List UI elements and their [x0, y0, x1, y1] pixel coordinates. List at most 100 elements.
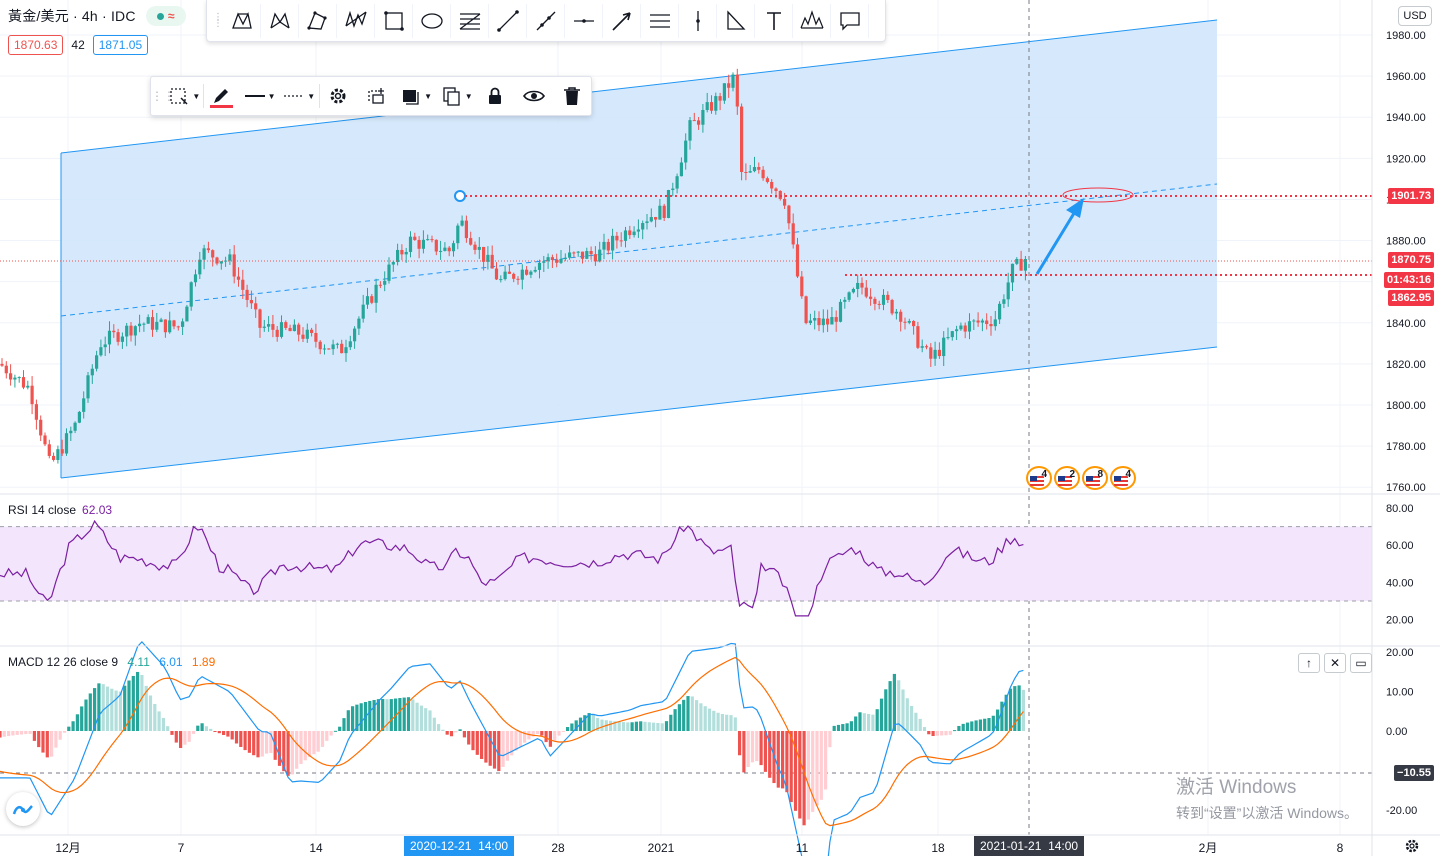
candle-body: [688, 120, 692, 141]
macd-histogram-bar: [656, 722, 660, 731]
line-dash-icon[interactable]: ▼: [284, 91, 316, 101]
candle-body: [95, 355, 99, 369]
crosshair-macd-tag: −10.55: [1394, 765, 1434, 781]
macd-histogram-bar: [320, 731, 325, 747]
lock-icon[interactable]: [476, 76, 514, 116]
candle-body: [778, 190, 782, 199]
settings-icon[interactable]: [320, 76, 358, 116]
last-price-tag: 1870.75: [1388, 252, 1434, 268]
maximize-pane-button[interactable]: ▭: [1350, 653, 1372, 673]
move-pane-up-button[interactable]: ↑: [1298, 653, 1320, 673]
us-flag-icon[interactable]: 2: [1054, 466, 1080, 490]
price-axis-label: 1880.00: [1386, 236, 1426, 248]
trash-icon[interactable]: [553, 76, 591, 116]
macd-histogram-bar: [867, 713, 871, 731]
candle-body: [589, 250, 593, 255]
drag-handle-icon[interactable]: ⋮⋮: [151, 89, 175, 103]
rsi-title: RSI 14 close: [8, 503, 77, 517]
candle-body: [142, 323, 146, 325]
candle-body: [163, 319, 167, 333]
candle-body: [989, 324, 993, 327]
time-axis-label: 8: [1337, 841, 1344, 855]
xabcd-pattern-icon[interactable]: [223, 3, 261, 38]
macd-histogram-bar: [1000, 701, 1004, 731]
economic-events: 4 2 8 4: [1026, 466, 1136, 490]
clone-icon[interactable]: [357, 76, 395, 116]
parallel-channel[interactable]: [60, 19, 1218, 479]
head-shoulders-icon[interactable]: [793, 3, 831, 38]
layers-icon[interactable]: ▼: [395, 76, 437, 116]
rectangle-icon[interactable]: [375, 3, 413, 38]
horizontal-line-icon[interactable]: [565, 3, 603, 38]
macd-histogram-bar: [480, 731, 484, 759]
macd-histogram-bar: [901, 689, 905, 731]
chart-settings-icon[interactable]: [1404, 838, 1420, 854]
candle-body: [520, 269, 524, 280]
macd-histogram-bar: [879, 698, 884, 731]
drawing-annotations[interactable]: [0, 0, 1372, 835]
select-icon[interactable]: ▼: [165, 76, 203, 116]
vertical-line-icon[interactable]: [679, 3, 717, 38]
macd-histogram-bar: [140, 674, 144, 731]
drag-handle-icon[interactable]: ⋮⋮: [213, 11, 223, 29]
sell-price-button[interactable]: 1870.63: [8, 35, 64, 55]
ellipse-icon[interactable]: [413, 3, 451, 38]
macd-legend[interactable]: MACD 12 26 close 9 4.11 6.01 1.89: [8, 655, 215, 669]
us-flag-icon[interactable]: 4: [1110, 466, 1136, 490]
macd-signal-line: [0, 656, 1024, 827]
candle-body: [133, 326, 137, 336]
candle-body: [486, 254, 490, 262]
price-axis-label: 1760.00: [1386, 482, 1426, 494]
pencil-icon[interactable]: [204, 76, 240, 116]
channel-fill: [61, 20, 1217, 478]
candle-body: [211, 250, 215, 258]
macd-histogram-bar: [957, 725, 961, 731]
candle-body: [279, 322, 284, 337]
tradingview-logo-icon[interactable]: [6, 792, 40, 826]
fib-icon[interactable]: [451, 3, 489, 38]
candle-body: [421, 239, 425, 249]
eye-icon[interactable]: [514, 76, 554, 116]
currency-button[interactable]: USD: [1398, 6, 1432, 26]
macd-histogram-bar: [260, 731, 264, 757]
macd-histogram-bar: [316, 731, 320, 752]
symbol-title[interactable]: 黃金/美元 · 4h · IDC: [8, 8, 136, 24]
close-pane-button[interactable]: ✕: [1324, 653, 1346, 673]
rsi-legend[interactable]: RSI 14 close 62.03: [8, 503, 112, 517]
arrow-icon[interactable]: [603, 3, 641, 38]
trend-line-icon[interactable]: [489, 3, 527, 38]
triangle-icon[interactable]: [717, 3, 755, 38]
candle-body: [17, 377, 21, 379]
macd-histogram-bar: [308, 731, 312, 758]
parallel-channel-icon[interactable]: [641, 3, 679, 38]
symbol-legend[interactable]: 黃金/美元 · 4h · IDC ≈: [8, 6, 186, 26]
macd-histogram-bar: [342, 718, 346, 731]
line-style-icon[interactable]: ▼: [244, 91, 276, 101]
callout-icon[interactable]: [831, 3, 869, 38]
triangle-pattern-icon[interactable]: [337, 3, 375, 38]
macd-histogram-bar: [118, 691, 122, 731]
price-tag-support: 1862.95: [1388, 290, 1434, 306]
buy-price-button[interactable]: 1871.05: [92, 35, 149, 55]
candle-body: [628, 230, 632, 236]
text-icon[interactable]: [755, 3, 793, 38]
us-flag-icon[interactable]: 4: [1026, 466, 1052, 490]
candle-body: [800, 276, 804, 297]
macd-histogram-bar: [953, 730, 957, 732]
copy-icon[interactable]: ▼: [436, 76, 476, 116]
pane-controls: ↑ ✕ ▭: [1298, 653, 1372, 673]
market-status-pill[interactable]: ≈: [145, 6, 186, 26]
us-flag-icon[interactable]: 8: [1082, 466, 1108, 490]
abcd-pattern-icon[interactable]: [299, 3, 337, 38]
bar-countdown-tag: 01:43:16: [1383, 272, 1434, 288]
macd-histogram-bar: [884, 689, 888, 731]
macd-histogram-bar: [84, 699, 88, 731]
cypher-pattern-icon[interactable]: [261, 3, 299, 38]
candle-body: [950, 331, 954, 338]
anchor-handle: [454, 190, 466, 202]
ray-icon[interactable]: [527, 3, 565, 38]
time-axis-label: 14: [309, 841, 323, 855]
macd-histogram-bar: [742, 731, 746, 773]
candle-body: [623, 230, 628, 241]
